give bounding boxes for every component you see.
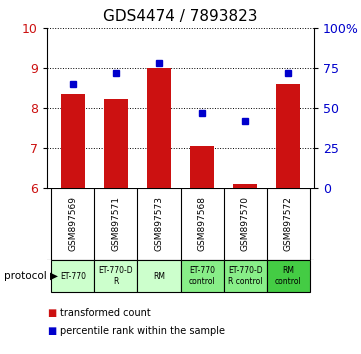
- Text: GSM897570: GSM897570: [241, 196, 249, 251]
- Bar: [138, 260, 180, 292]
- Text: transformed count: transformed count: [60, 308, 150, 318]
- Text: RM: RM: [153, 272, 165, 281]
- Bar: [94, 260, 138, 292]
- Bar: [61, 94, 84, 188]
- Bar: [223, 260, 267, 292]
- Bar: [147, 68, 171, 188]
- Text: GSM897572: GSM897572: [284, 196, 293, 251]
- Text: ■: ■: [47, 308, 56, 318]
- Text: RM
control: RM control: [275, 267, 301, 286]
- Text: ■: ■: [47, 326, 56, 336]
- Bar: [51, 260, 94, 292]
- Text: protocol ▶: protocol ▶: [4, 271, 58, 281]
- Text: GSM897573: GSM897573: [155, 196, 164, 251]
- Text: ET-770-D
R control: ET-770-D R control: [228, 267, 262, 286]
- Text: ET-770: ET-770: [60, 272, 86, 281]
- Bar: [190, 146, 214, 188]
- Bar: [233, 184, 257, 188]
- Bar: [104, 99, 128, 188]
- Text: ET-770
control: ET-770 control: [189, 267, 216, 286]
- Bar: [267, 260, 310, 292]
- Text: GSM897569: GSM897569: [68, 196, 77, 251]
- Text: GSM897571: GSM897571: [112, 196, 120, 251]
- Text: percentile rank within the sample: percentile rank within the sample: [60, 326, 225, 336]
- Text: GSM897568: GSM897568: [197, 196, 206, 251]
- Title: GDS4474 / 7893823: GDS4474 / 7893823: [103, 9, 258, 24]
- Bar: [180, 260, 223, 292]
- Text: ET-770-D
R: ET-770-D R: [99, 267, 133, 286]
- Bar: [277, 84, 300, 188]
